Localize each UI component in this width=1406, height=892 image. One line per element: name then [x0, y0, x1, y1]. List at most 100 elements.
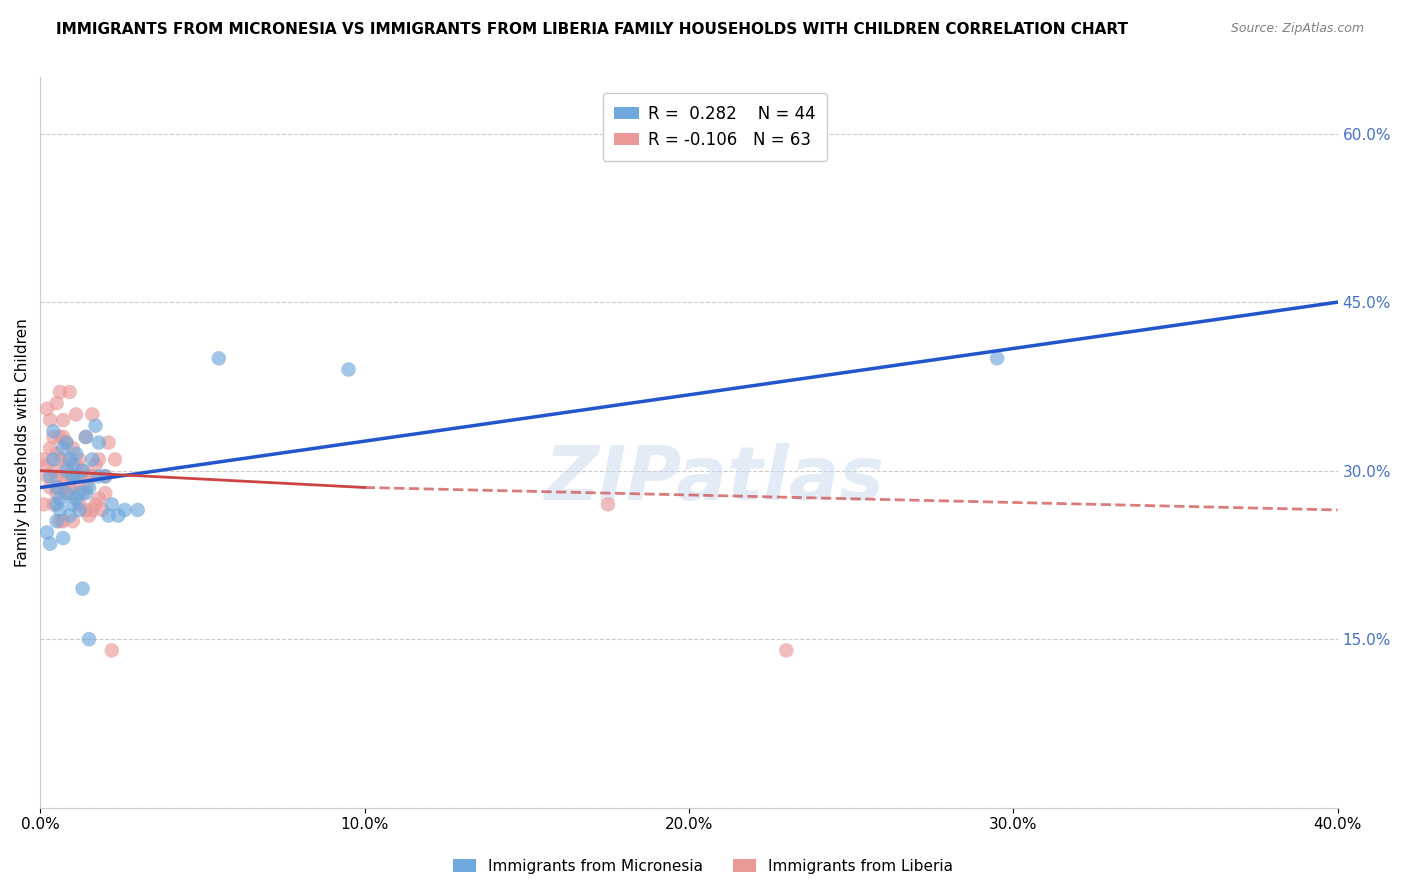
Point [55, 464, 77, 478]
Point [62, 441, 84, 455]
Point [55, 435, 77, 450]
Point [62, 469, 84, 483]
Legend: Immigrants from Micronesia, Immigrants from Liberia: Immigrants from Micronesia, Immigrants f… [447, 853, 959, 880]
Point [775, 643, 797, 657]
Point [59, 384, 82, 399]
Point [87, 469, 110, 483]
Point [35, 401, 58, 416]
Point [32, 452, 55, 467]
Point [59, 452, 82, 467]
Point [97, 435, 120, 450]
Point [49, 452, 72, 467]
Point [77, 469, 100, 483]
Point [596, 497, 619, 511]
Point [59, 469, 82, 483]
Point [52, 413, 75, 427]
Point [67, 452, 90, 467]
Point [59, 452, 82, 467]
Point [62, 469, 84, 483]
Point [208, 351, 231, 366]
Point [84, 458, 107, 472]
Point [127, 503, 149, 517]
Point [45, 486, 67, 500]
Point [65, 475, 87, 489]
Point [67, 469, 90, 483]
Point [62, 514, 84, 528]
Point [986, 351, 1008, 366]
Point [75, 481, 97, 495]
Point [72, 486, 94, 500]
Point [84, 418, 107, 433]
Point [42, 464, 65, 478]
Point [42, 430, 65, 444]
Point [72, 464, 94, 478]
Point [52, 514, 75, 528]
Point [39, 469, 62, 483]
Point [87, 491, 110, 506]
Point [39, 413, 62, 427]
Point [49, 481, 72, 495]
Point [49, 491, 72, 506]
Point [32, 497, 55, 511]
Point [87, 435, 110, 450]
Y-axis label: Family Households with Children: Family Households with Children [15, 318, 30, 567]
Legend: R =  0.282    N = 44, R = -0.106   N = 63: R = 0.282 N = 44, R = -0.106 N = 63 [603, 93, 827, 161]
Point [42, 452, 65, 467]
Point [91, 503, 114, 517]
Point [65, 458, 87, 472]
Point [84, 497, 107, 511]
Point [77, 508, 100, 523]
Point [65, 491, 87, 506]
Point [65, 469, 87, 483]
Point [52, 430, 75, 444]
Point [104, 452, 127, 467]
Text: ZIPatlas: ZIPatlas [546, 442, 884, 516]
Point [67, 497, 90, 511]
Point [75, 430, 97, 444]
Point [100, 643, 122, 657]
Point [49, 384, 72, 399]
Point [39, 481, 62, 495]
Point [35, 469, 58, 483]
Point [82, 503, 104, 517]
Point [114, 503, 136, 517]
Point [87, 452, 110, 467]
Point [337, 362, 360, 376]
Point [65, 447, 87, 461]
Point [75, 430, 97, 444]
Point [52, 441, 75, 455]
Point [62, 486, 84, 500]
Point [49, 503, 72, 517]
Point [72, 464, 94, 478]
Point [65, 408, 87, 422]
Point [82, 469, 104, 483]
Point [35, 525, 58, 540]
Point [45, 469, 67, 483]
Point [75, 503, 97, 517]
Point [55, 486, 77, 500]
Point [35, 458, 58, 472]
Point [55, 458, 77, 472]
Point [67, 503, 90, 517]
Point [62, 497, 84, 511]
Point [52, 469, 75, 483]
Point [49, 514, 72, 528]
Point [82, 408, 104, 422]
Point [59, 481, 82, 495]
Point [67, 486, 90, 500]
Point [62, 458, 84, 472]
Point [77, 632, 100, 647]
Point [45, 447, 67, 461]
Point [77, 481, 100, 495]
Point [97, 508, 120, 523]
Point [45, 396, 67, 410]
Text: IMMIGRANTS FROM MICRONESIA VS IMMIGRANTS FROM LIBERIA FAMILY HOUSEHOLDS WITH CHI: IMMIGRANTS FROM MICRONESIA VS IMMIGRANTS… [56, 22, 1128, 37]
Point [82, 452, 104, 467]
Point [49, 430, 72, 444]
Point [94, 469, 117, 483]
Point [55, 486, 77, 500]
Point [52, 531, 75, 545]
Point [107, 508, 129, 523]
Point [45, 481, 67, 495]
Point [39, 441, 62, 455]
